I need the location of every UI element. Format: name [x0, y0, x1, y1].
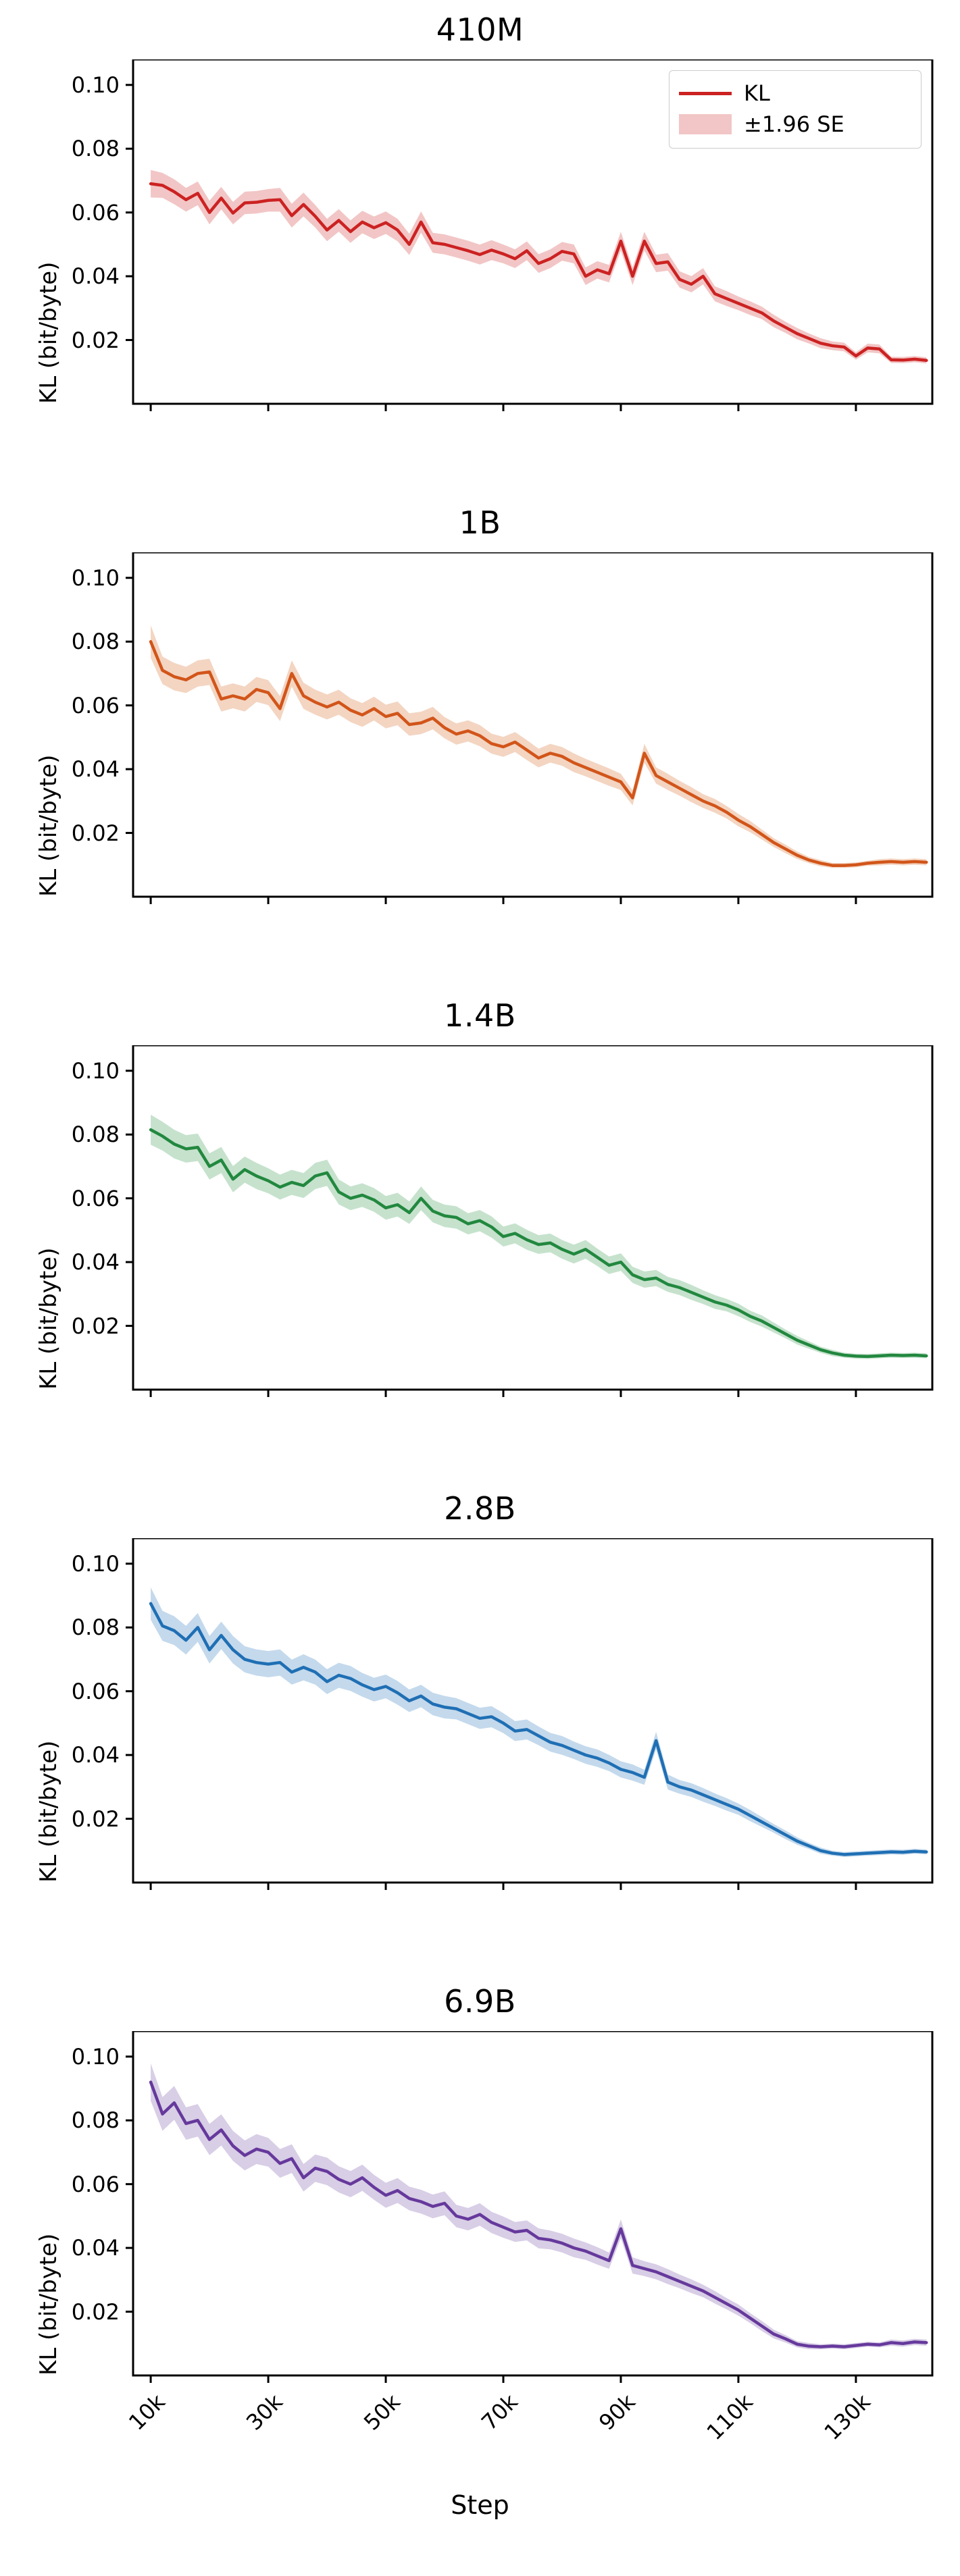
- legend-row-se: ±1.96 SE: [679, 109, 911, 140]
- plot-panel-2-8b: 0.02 0.04 0.06 0.08 0.10: [0, 1538, 960, 1964]
- y-tick-label: 0.02: [71, 327, 120, 353]
- plot-panel-1b: 0.02 0.04 0.06 0.08 0.10: [0, 552, 960, 978]
- panel-title-1-4b: 1.4B: [444, 997, 516, 1034]
- axes-frame: [132, 2031, 934, 2377]
- kl-series-line: [149, 639, 928, 867]
- axes-frame: [132, 552, 934, 898]
- legend-label-kl: KL: [744, 80, 770, 106]
- kl-series-line: [149, 2080, 928, 2348]
- panel-title-410m: 410M: [436, 11, 524, 48]
- legend-row-kl: KL: [679, 78, 911, 109]
- y-tick-label: 0.10: [71, 72, 120, 98]
- y-tick-label: 0.08: [71, 1614, 120, 1641]
- panel-title-6-9b: 6.9B: [444, 1983, 516, 2020]
- legend-band-swatch-icon: [679, 114, 732, 134]
- kl-series-line: [149, 1128, 928, 1359]
- axes-frame: [132, 59, 934, 405]
- y-tick-label: 0.04: [71, 2235, 120, 2261]
- axes-frame: [132, 1538, 934, 1884]
- confidence-band: [151, 625, 927, 868]
- confidence-band: [151, 2063, 927, 2350]
- confidence-band: [151, 1114, 927, 1359]
- x-axis-label: Step: [451, 2490, 509, 2520]
- confidence-band: [151, 1587, 927, 1858]
- y-tick-label: 0.06: [71, 199, 120, 226]
- y-tick-label: 0.08: [71, 1122, 120, 1148]
- kl-series-line: [149, 1602, 928, 1856]
- plot-canvas: [126, 2031, 934, 2383]
- y-tick-label: 0.06: [71, 1185, 120, 1211]
- y-tick-label: 0.10: [71, 1550, 120, 1577]
- y-tick-label: 0.02: [71, 1313, 120, 1339]
- y-tick-label: 0.04: [71, 1742, 120, 1768]
- y-tick-label: 0.08: [71, 2107, 120, 2134]
- y-tick-label: 0.08: [71, 629, 120, 655]
- y-tick-label: 0.10: [71, 2043, 120, 2070]
- kl-series-line: [149, 182, 928, 363]
- y-tick-label: 0.02: [71, 1806, 120, 1832]
- y-tick-label: 0.04: [71, 756, 120, 783]
- legend: KL ±1.96 SE: [669, 70, 921, 149]
- plot-canvas: [126, 59, 934, 411]
- panel-title-2-8b: 2.8B: [444, 1490, 516, 1527]
- plot-panel-410m: 0.02 0.04 0.06 0.08 0.10: [0, 59, 960, 485]
- y-tick-label: 0.06: [71, 692, 120, 718]
- confidence-band: [151, 169, 927, 364]
- panel-title-1b: 1B: [459, 504, 501, 541]
- y-tick-label: 0.04: [71, 1249, 120, 1276]
- y-tick-label: 0.02: [71, 2298, 120, 2325]
- axes-frame: [132, 1045, 934, 1391]
- plot-canvas: [126, 552, 934, 904]
- y-tick-label: 0.10: [71, 1057, 120, 1084]
- plot-panel-6-9b: 0.02 0.04 0.06 0.08 0.10 10k 30k 50k 70k 90k 110k 1…: [0, 2031, 960, 2456]
- y-tick-label: 0.06: [71, 1678, 120, 1704]
- plot-canvas: [126, 1045, 934, 1397]
- legend-line-swatch-icon: [679, 91, 732, 95]
- y-tick-label: 0.06: [71, 2171, 120, 2197]
- y-tick-label: 0.10: [71, 564, 120, 591]
- y-tick-label: 0.08: [71, 136, 120, 162]
- legend-label-se: ±1.96 SE: [744, 111, 844, 137]
- plot-panel-1-4b: 0.02 0.04 0.06 0.08 0.10: [0, 1045, 960, 1471]
- y-tick-label: 0.04: [71, 263, 120, 290]
- y-tick-label: 0.02: [71, 820, 120, 846]
- plot-canvas: [126, 1538, 934, 1890]
